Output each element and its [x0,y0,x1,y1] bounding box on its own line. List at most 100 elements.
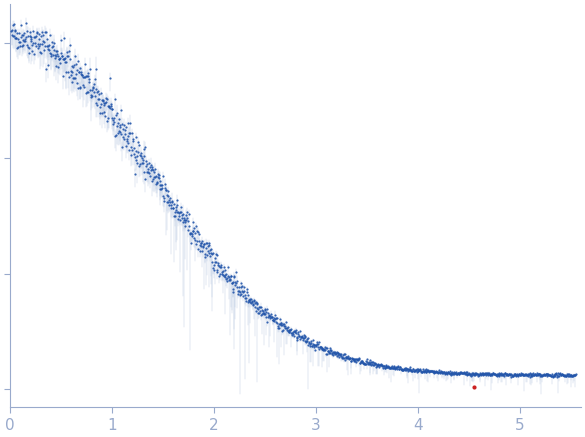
Point [515,371,524,378]
Point [456,369,466,376]
Point [68,64,78,71]
Point [438,369,447,376]
Point [424,368,433,375]
Point [432,368,442,375]
Point [232,269,241,276]
Point [566,372,576,379]
Point [268,316,277,323]
Point [366,359,376,366]
Point [344,354,353,361]
Point [32,32,41,39]
Point [290,328,300,335]
Point [464,371,473,378]
Point [140,169,149,176]
Point [42,65,51,72]
Point [536,372,546,379]
Point [422,368,431,375]
Point [22,42,32,49]
Point [180,223,190,230]
Point [181,216,191,223]
Point [393,364,402,371]
Point [89,80,98,87]
Point [291,326,301,333]
Point [486,371,495,378]
Point [414,368,423,375]
Point [275,320,284,327]
Point [459,370,469,377]
Point [417,368,426,375]
Point [453,370,463,377]
Point [307,343,316,350]
Point [311,347,320,354]
Point [238,282,247,289]
Point [250,300,260,307]
Point [40,28,49,35]
Point [189,225,198,232]
Point [59,55,68,62]
Point [167,198,177,205]
Point [321,351,331,358]
Point [192,238,202,245]
Point [39,38,48,45]
Point [102,118,112,125]
Point [531,371,540,378]
Point [71,70,80,77]
Point [459,370,468,377]
Point [349,356,358,363]
Point [95,103,105,110]
Point [243,291,253,298]
Point [543,372,553,379]
Point [346,357,356,364]
Point [555,370,565,377]
Point [49,43,58,50]
Point [469,371,479,378]
Point [435,369,445,376]
Point [266,314,276,321]
Point [312,343,321,350]
Point [42,36,51,43]
Point [521,371,530,378]
Point [122,137,132,144]
Point [494,370,503,377]
Point [254,304,264,311]
Point [146,161,155,168]
Point [160,181,170,188]
Point [408,365,418,372]
Point [486,371,495,378]
Point [101,100,110,107]
Point [259,309,269,316]
Point [491,371,501,378]
Point [536,371,546,378]
Point [184,217,193,224]
Point [534,371,543,378]
Point [422,367,432,374]
Point [566,371,575,378]
Point [343,354,353,361]
Point [119,121,129,128]
Point [58,73,68,80]
Point [124,147,133,154]
Point [264,310,273,317]
Point [375,361,384,368]
Point [401,367,410,374]
Point [231,280,240,287]
Point [467,370,477,377]
Point [351,356,360,363]
Point [242,289,252,296]
Point [507,372,517,379]
Point [292,335,302,342]
Point [410,368,419,375]
Point [230,278,240,285]
Point [200,251,209,258]
Point [254,309,263,316]
Point [216,263,226,270]
Point [183,227,192,234]
Point [117,107,126,114]
Point [109,119,119,126]
Point [392,364,401,371]
Point [261,309,271,316]
Point [401,365,411,372]
Point [384,364,393,371]
Point [187,232,197,239]
Point [74,69,84,76]
